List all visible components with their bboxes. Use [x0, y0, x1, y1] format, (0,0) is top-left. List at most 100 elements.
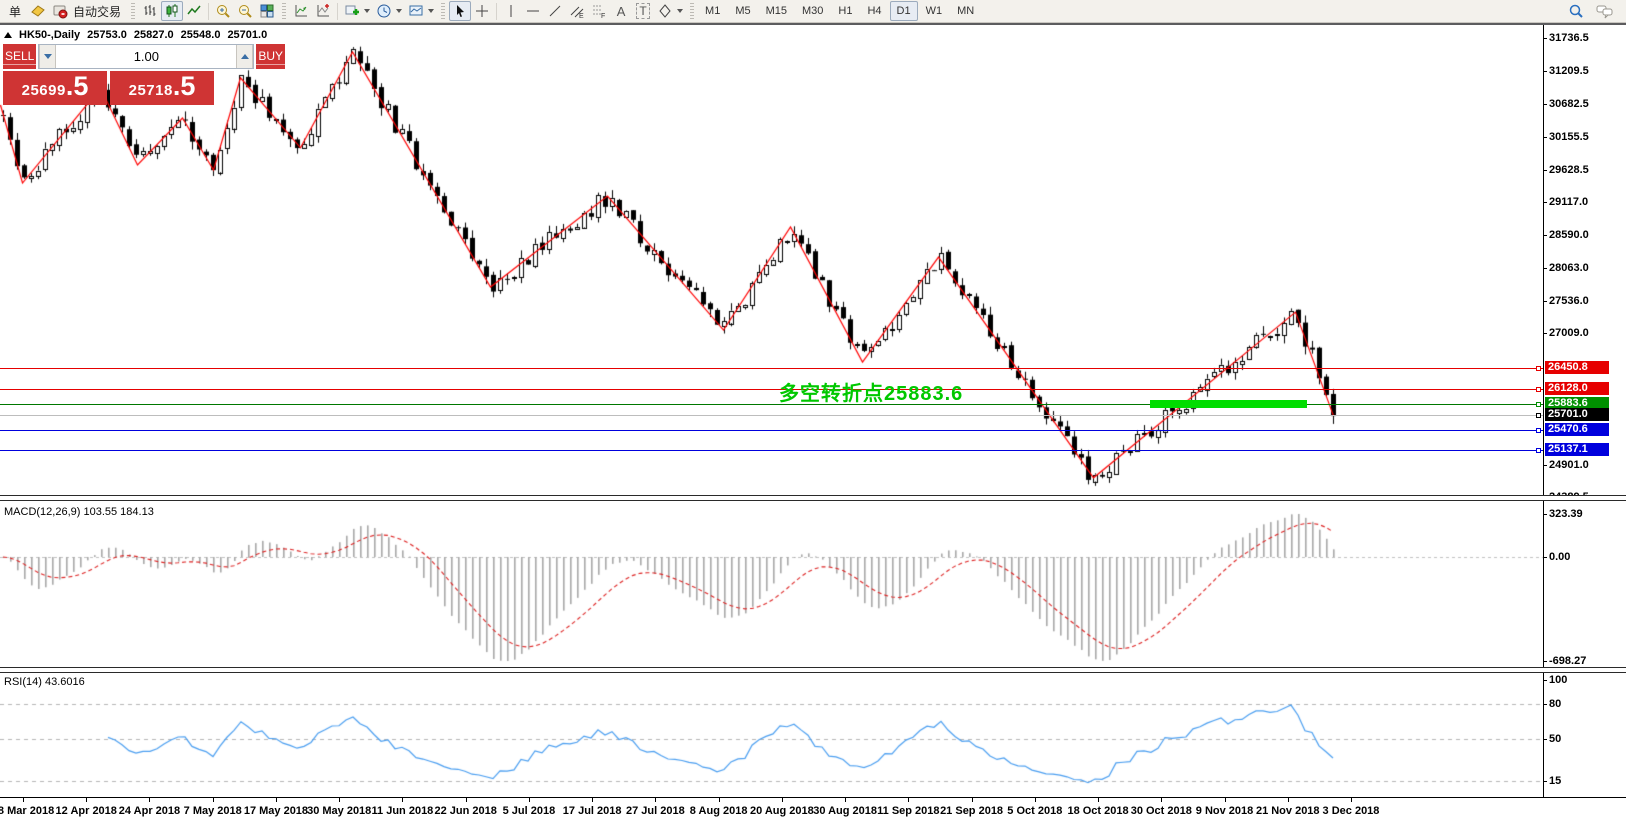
volume-decrease-button[interactable] — [39, 45, 57, 68]
text-icon: A — [616, 3, 626, 19]
price-level-line[interactable] — [0, 388, 1543, 390]
timeframe-group: M1 M5 M15 M30 H1 H4 D1 W1 MN — [698, 1, 981, 21]
timeframe-m1-button[interactable]: M1 — [705, 5, 721, 17]
template-dropdown[interactable] — [405, 1, 437, 21]
price-level-label[interactable]: 25883.6 — [1545, 396, 1609, 410]
price-level-label[interactable]: 25137.1 — [1545, 443, 1609, 457]
rsi-tick-label: 80 — [1549, 697, 1562, 710]
pivot-annotation-text[interactable]: 多空转折点25883.6 — [779, 382, 964, 405]
text-label-button[interactable]: T — [632, 1, 654, 21]
indicator-window-icon — [317, 4, 330, 17]
new-order-button[interactable]: 单 — [3, 1, 27, 21]
collapse-panel-icon[interactable] — [4, 32, 12, 38]
panel-separator[interactable] — [0, 495, 1626, 501]
vertical-line-button[interactable] — [500, 1, 522, 21]
rsi-panel-canvas[interactable] — [0, 673, 1543, 797]
trendline-button[interactable] — [544, 1, 566, 21]
price-level-line[interactable] — [0, 450, 1543, 452]
svg-text:F: F — [601, 13, 605, 19]
level-marker-square — [1536, 448, 1541, 454]
add-indicator-dropdown[interactable] — [341, 1, 373, 21]
date-tick-mark — [1034, 798, 1036, 802]
price-level-line[interactable] — [0, 429, 1543, 431]
horizontal-line-button[interactable] — [522, 1, 544, 21]
date-tick-mark — [86, 798, 88, 802]
main-toolbar: 单 自动交易 — [0, 0, 1626, 23]
date-tick-label: 9 Nov 2018 — [1195, 805, 1254, 817]
crosshair-button[interactable] — [471, 1, 493, 21]
chat-button[interactable] — [1593, 1, 1617, 21]
bar-chart-button[interactable] — [139, 1, 161, 21]
add-indicator-icon — [345, 5, 360, 15]
price-tick-label: 24901.0 — [1549, 459, 1589, 472]
fibonacci-button[interactable]: F — [588, 1, 610, 21]
volume-input[interactable] — [56, 45, 237, 68]
date-tick-label: 24 Apr 2018 — [118, 805, 181, 817]
date-tick-label: 3 Dec 2018 — [1322, 805, 1380, 817]
autotrading-button[interactable]: 自动交易 — [49, 1, 127, 21]
price-chart-canvas[interactable] — [0, 25, 1543, 495]
timeframe-d1-button[interactable]: D1 — [889, 1, 918, 21]
toolbar-right-group — [1565, 1, 1623, 21]
timeframe-h4-button[interactable]: H4 — [867, 5, 882, 17]
price-level-label[interactable]: 25701.0 — [1545, 408, 1609, 422]
date-tick-mark — [592, 798, 594, 802]
date-tick-mark — [1350, 798, 1352, 802]
zoom-in-button[interactable] — [212, 1, 234, 21]
volume-increase-button[interactable] — [236, 45, 254, 68]
price-level-label[interactable]: 26128.0 — [1545, 381, 1609, 395]
toolbar-bottom-divider — [0, 23, 1626, 25]
zoom-out-button[interactable] — [234, 1, 256, 21]
shapes-dropdown[interactable] — [654, 1, 686, 21]
channel-button[interactable]: E — [566, 1, 588, 21]
highlight-bar[interactable] — [1150, 399, 1307, 408]
timeframe-m15-button[interactable]: M15 — [765, 5, 787, 17]
periods-clock-icon — [377, 4, 391, 18]
price-tick-mark — [1543, 234, 1547, 236]
cursor-button[interactable] — [449, 1, 472, 21]
search-button[interactable] — [1565, 1, 1587, 21]
periods-dropdown[interactable] — [373, 1, 405, 21]
date-tick-mark — [275, 798, 277, 802]
level-marker-square — [1536, 427, 1541, 433]
buy-price-main: 25718 — [128, 82, 173, 99]
sell-button[interactable]: SELL — [3, 44, 37, 69]
timeframe-m5-button[interactable]: M5 — [735, 5, 751, 17]
buy-price-box[interactable]: 25718 .5 — [110, 71, 214, 105]
indicators-button[interactable] — [290, 1, 312, 21]
candlestick-chart-button[interactable] — [161, 1, 184, 21]
timeframe-m30-button[interactable]: M30 — [802, 5, 824, 17]
price-tick-mark — [1543, 169, 1547, 171]
price-level-line[interactable] — [0, 403, 1543, 405]
timeframe-w1-button[interactable]: W1 — [925, 5, 943, 17]
price-tick-label: 29628.5 — [1549, 163, 1589, 176]
rsi-tick-mark — [1543, 780, 1547, 782]
one-click-trading-panel: SELL BUY 25699 .5 25718 .5 — [3, 44, 286, 105]
indicator-window-button[interactable] — [312, 1, 334, 21]
price-level-line[interactable] — [0, 415, 1543, 417]
buy-button[interactable]: BUY — [256, 44, 286, 69]
sell-price-box[interactable]: 25699 .5 — [3, 71, 107, 105]
timeframe-mn-button[interactable]: MN — [957, 5, 975, 17]
tile-windows-icon — [260, 4, 274, 18]
tile-windows-button[interactable] — [256, 1, 278, 21]
price-level-label[interactable]: 26450.8 — [1545, 361, 1609, 375]
toolbar-grip — [441, 3, 446, 19]
text-label-icon: T — [636, 3, 650, 19]
price-level-line[interactable] — [0, 368, 1543, 370]
price-tick-mark — [1543, 300, 1547, 302]
dropdown-arrow-icon — [364, 9, 371, 13]
ohlc-close: 25701.0 — [227, 29, 268, 41]
line-chart-button[interactable] — [183, 1, 205, 21]
date-tick-mark — [339, 798, 341, 802]
new-order-icon[interactable] — [27, 1, 49, 21]
macd-panel-canvas[interactable] — [0, 501, 1543, 667]
panel-separator[interactable] — [0, 667, 1626, 673]
rsi-tick-mark — [1543, 739, 1547, 741]
ohlc-high: 25827.0 — [133, 29, 174, 41]
price-level-label[interactable]: 25470.6 — [1545, 422, 1609, 436]
date-tick-label: 11 Sep 2018 — [877, 805, 940, 817]
timeframe-h1-button[interactable]: H1 — [838, 5, 853, 17]
macd-tick-label: 0.00 — [1549, 551, 1571, 563]
text-button[interactable]: A — [610, 1, 632, 21]
